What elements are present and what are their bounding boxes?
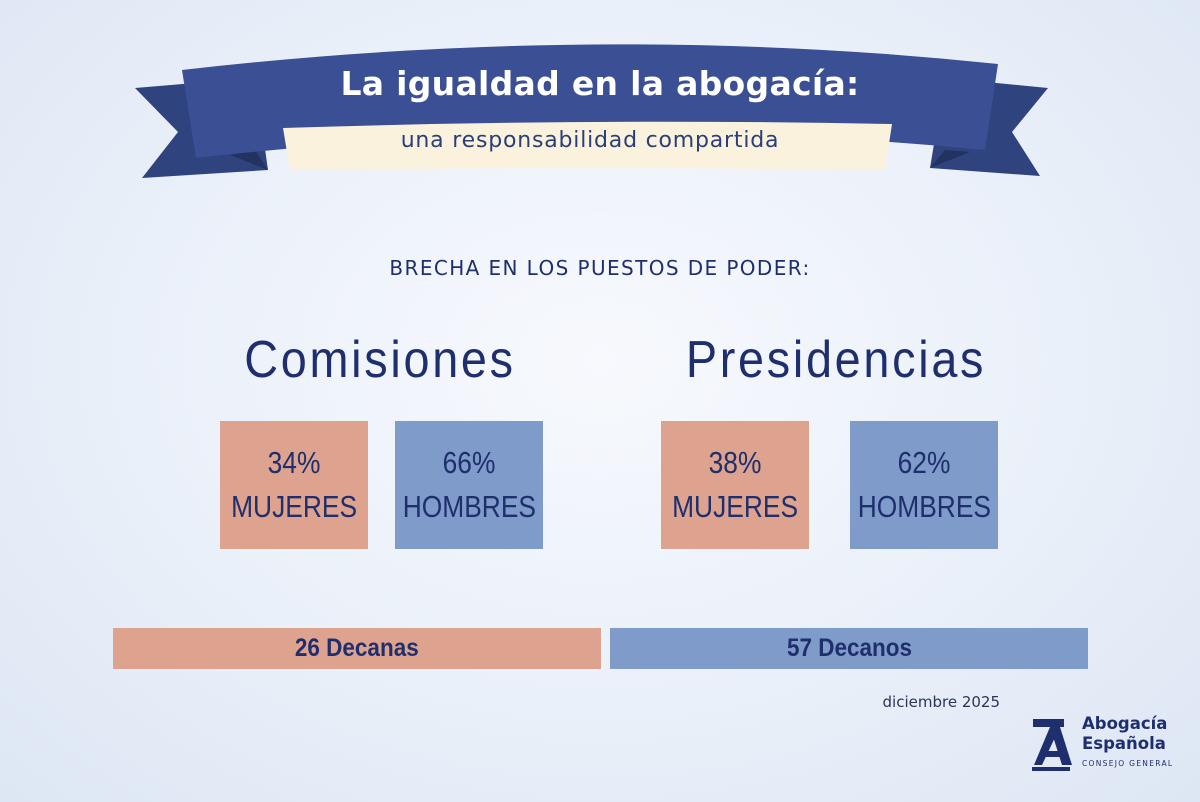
presidencias-men-box: 62% HOMBRES: [850, 421, 998, 549]
group-title-presidencias: Presidencias: [685, 331, 987, 389]
comisiones-men-label: HOMBRES: [402, 489, 536, 524]
group-title-comisiones: Comisiones: [244, 331, 516, 389]
decanos-bar: 57 Decanos: [610, 628, 1088, 669]
decanos-label: 57 Decanos: [786, 634, 912, 662]
comisiones-women-value: 34%: [267, 445, 321, 480]
comisiones-women-label: MUJERES: [231, 489, 357, 524]
presidencias-men-label: HOMBRES: [857, 489, 991, 524]
comisiones-men-box: 66% HOMBRES: [395, 421, 543, 549]
presidencias-women-value: 38%: [708, 445, 762, 480]
comisiones-women-box: 34% MUJERES: [220, 421, 368, 549]
abogacia-espanola-logo: Abogacía Española CONSEJO GENERAL: [1030, 713, 1200, 773]
comisiones-men-value: 66%: [442, 445, 496, 480]
logo-text-line3: CONSEJO GENERAL: [1082, 759, 1174, 768]
logo-text-line1: Abogacía: [1082, 714, 1168, 733]
decanas-bar: 26 Decanas: [113, 628, 601, 669]
logo-mark-icon: [1032, 719, 1072, 771]
presidencias-women-box: 38% MUJERES: [661, 421, 809, 549]
decanas-label: 26 Decanas: [295, 634, 419, 662]
title-ribbon: [135, 44, 1048, 178]
date-label: diciembre 2025: [882, 693, 1000, 711]
section-heading: BRECHA EN LOS PUESTOS DE PODER:: [389, 256, 811, 280]
banner-subtitle: una responsabilidad compartida: [400, 128, 780, 153]
logo-text-line2: Española: [1082, 734, 1166, 753]
presidencias-women-label: MUJERES: [672, 489, 798, 524]
presidencias-men-value: 62%: [897, 445, 951, 480]
banner-title: La igualdad en la abogacía:: [340, 64, 860, 103]
